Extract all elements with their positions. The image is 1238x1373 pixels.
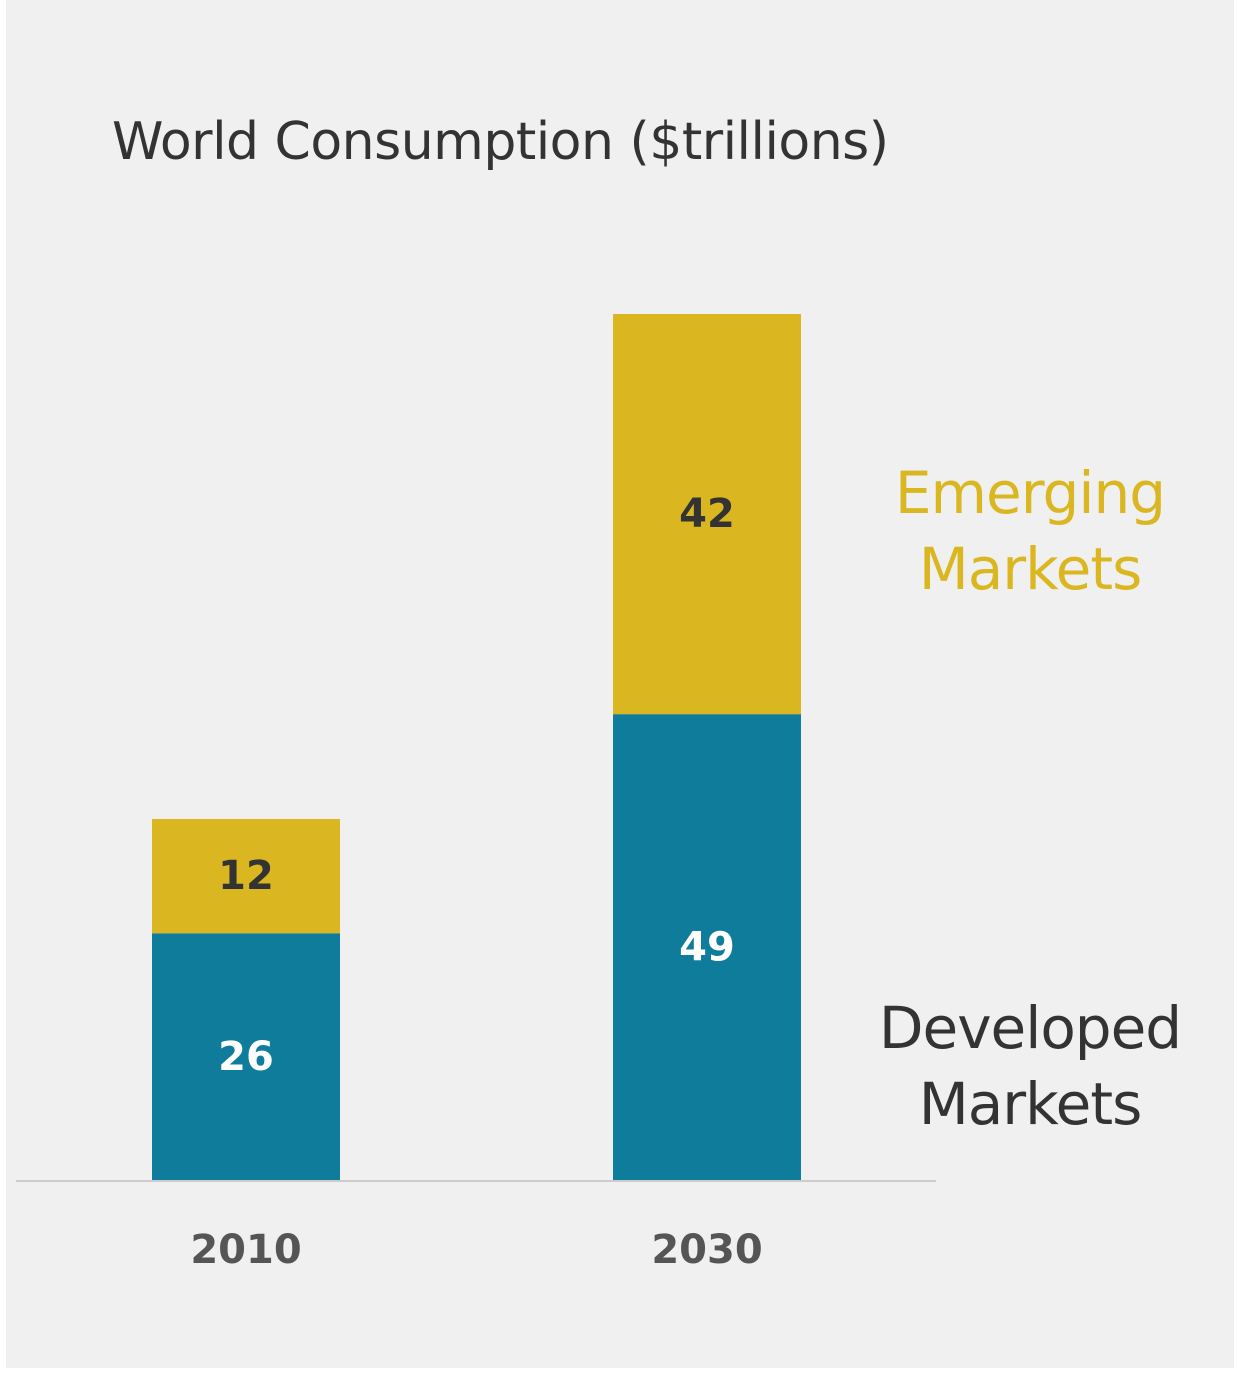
x-tick-label: 2010 (190, 1227, 301, 1273)
series-label-line: Markets (918, 535, 1143, 603)
bar-segment (613, 714, 801, 1181)
chart-title: World Consumption ($trillions) (112, 112, 889, 172)
data-label: 49 (679, 925, 735, 971)
bar-segment (152, 933, 340, 1181)
x-tick-labels-layer: 2010 2030 (190, 1227, 762, 1273)
bars-layer (152, 314, 801, 1181)
series-label-line: Markets (918, 1070, 1143, 1138)
x-tick-label: 2030 (651, 1227, 762, 1273)
data-label: 26 (218, 1034, 274, 1080)
data-label: 12 (218, 853, 274, 899)
data-label: 42 (679, 491, 735, 537)
series-label-emerging-markets: Emerging Markets (860, 455, 1200, 607)
bar-segment (152, 818, 340, 934)
value-labels-layer: 26 12 49 42 (218, 491, 735, 1080)
series-label-line: Emerging (894, 459, 1166, 527)
bar-segment (613, 314, 801, 715)
series-label-line: Developed (878, 994, 1182, 1062)
series-label-developed-markets: Developed Markets (848, 990, 1212, 1142)
